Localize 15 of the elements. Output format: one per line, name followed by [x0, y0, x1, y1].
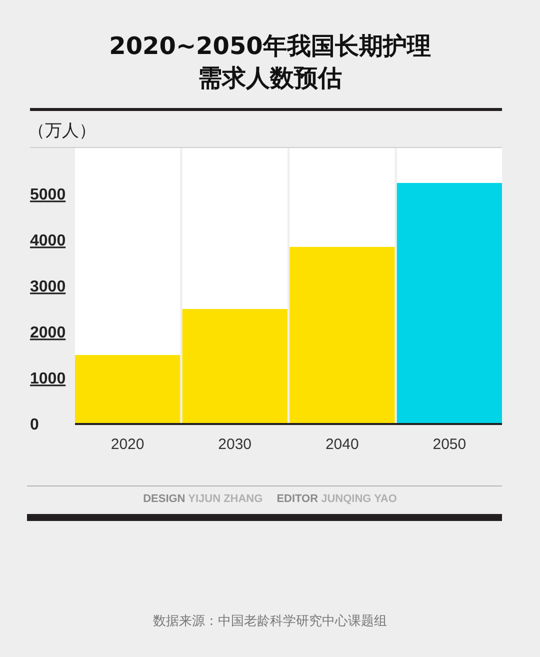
chart-title: 2020~2050年我国长期护理需求人数预估: [109, 32, 431, 92]
y-tick-label: 5000: [30, 186, 66, 204]
y-tick-label: 0: [30, 416, 39, 434]
x-tick-label: 2050: [432, 436, 466, 453]
x-tick-label: 2030: [218, 436, 252, 453]
y-tick-label: 3000: [30, 278, 66, 296]
y-axis-title: （万人）: [28, 121, 96, 141]
y-tick-label: 2000: [30, 324, 66, 342]
y-tick-label: 1000: [30, 370, 66, 388]
source-note: 数据来源：中国老龄科学研究中心课题组: [153, 613, 387, 629]
x-tick-label: 2040: [325, 436, 359, 453]
text: EDITOR JUNQING YAO: [276, 493, 398, 505]
x-tick-label: 2020: [110, 436, 144, 453]
text: DESIGN YIJUN ZHANG: [143, 493, 263, 505]
y-tick-label: 4000: [30, 232, 66, 250]
